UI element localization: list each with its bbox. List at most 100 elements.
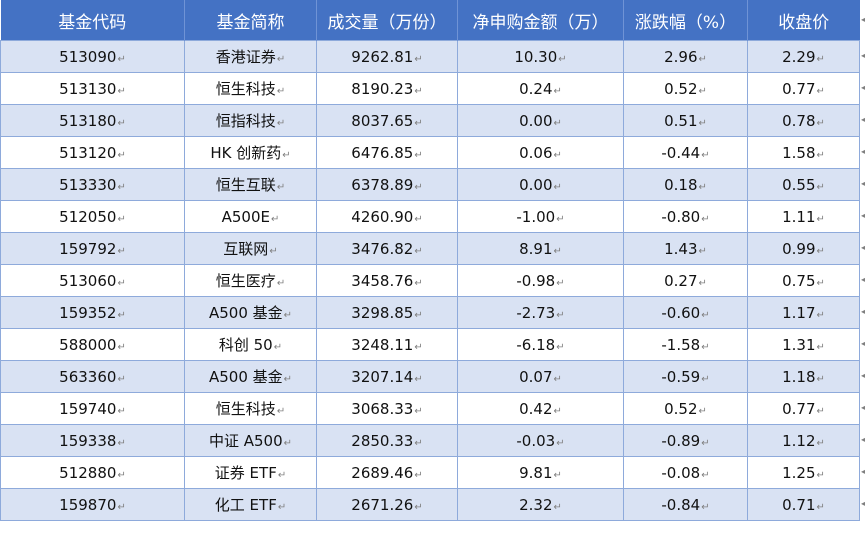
paragraph-mark-icon: ↵ bbox=[276, 118, 286, 129]
cell-text: 0.78 bbox=[782, 111, 816, 130]
cell-fund-name: A500 基金↵ bbox=[184, 296, 317, 329]
row-end-mark-icon: ◂ bbox=[861, 147, 865, 156]
cell-text: 3476.82 bbox=[351, 239, 414, 258]
paragraph-mark-icon: ↵ bbox=[117, 373, 126, 385]
table-row: 513180↵ 恒指科技↵ 8037.65↵ 0.00↵ 0.51↵ 0.78↵ bbox=[0, 104, 860, 137]
row-end-mark-icon: ◂ bbox=[861, 467, 865, 476]
cell-text: 159792 bbox=[59, 239, 117, 258]
cell-change-pct: -0.80↵ bbox=[623, 200, 748, 233]
paragraph-mark-icon: ↵ bbox=[816, 181, 825, 193]
cell-net-subscription: -6.18↵ bbox=[457, 328, 624, 361]
paragraph-mark-icon: ↵ bbox=[277, 470, 287, 481]
paragraph-mark-icon: ↵ bbox=[698, 245, 707, 257]
cell-volume: 6378.89↵ bbox=[316, 168, 458, 201]
cell-text: 513090 bbox=[59, 47, 117, 66]
cell-close-price: 1.11↵ bbox=[747, 200, 860, 233]
paragraph-mark-icon: ↵ bbox=[558, 53, 567, 65]
paragraph-mark-icon: ↵ bbox=[414, 469, 423, 481]
paragraph-mark-icon: ↵ bbox=[816, 245, 825, 257]
cell-text: 香港证券 bbox=[215, 48, 276, 66]
cell-text: 0.75 bbox=[782, 271, 816, 290]
table-row: 159338↵ 中证 A500↵ 2850.33↵ -0.03↵ -0.89↵ 1.12↵ bbox=[0, 424, 860, 457]
paragraph-mark-icon: ↵ bbox=[283, 310, 293, 321]
cell-net-subscription: 9.81↵ bbox=[457, 456, 624, 489]
paragraph-mark-icon: ↵ bbox=[414, 213, 423, 225]
paragraph-mark-icon: ↵ bbox=[117, 213, 126, 225]
cell-volume: 8037.65↵ bbox=[316, 104, 458, 137]
cell-text: -0.89 bbox=[661, 431, 701, 450]
cell-volume: 2671.26↵ bbox=[316, 488, 458, 521]
cell-fund-name: 恒指科技↵ bbox=[184, 104, 317, 137]
table-row: 513330↵ 恒生互联↵ 6378.89↵ 0.00↵ 0.18↵ 0.55↵ bbox=[0, 168, 860, 201]
paragraph-mark-icon: ↵ bbox=[698, 405, 707, 417]
paragraph-mark-icon: ↵ bbox=[553, 117, 562, 129]
paragraph-mark-icon: ↵ bbox=[701, 309, 710, 321]
cell-change-pct: 2.96↵ bbox=[623, 40, 748, 73]
cell-fund-code: 513090↵ bbox=[0, 40, 185, 73]
paragraph-mark-icon: ↵ bbox=[276, 54, 286, 65]
cell-text: 0.00 bbox=[519, 175, 553, 194]
table-row: 513060↵ 恒生医疗↵ 3458.76↵ -0.98↵ 0.27↵ 0.75↵ bbox=[0, 264, 860, 297]
cell-fund-name: 香港证券↵ bbox=[184, 40, 317, 73]
row-end-mark-icon: ◂ bbox=[861, 115, 865, 124]
paragraph-mark-icon: ↵ bbox=[414, 117, 423, 129]
cell-text: 1.12 bbox=[782, 431, 816, 450]
cell-text: 513120 bbox=[59, 143, 117, 162]
paragraph-mark-icon: ↵ bbox=[698, 277, 707, 289]
cell-text: 9262.81 bbox=[351, 47, 414, 66]
cell-text: 恒生医疗 bbox=[215, 272, 276, 290]
cell-close-price: 1.17↵ bbox=[747, 296, 860, 329]
paragraph-mark-icon: ↵ bbox=[816, 117, 825, 129]
cell-text: 0.06 bbox=[519, 143, 553, 162]
cell-close-price: 0.77↵ bbox=[747, 392, 860, 425]
cell-fund-code: 512050↵ bbox=[0, 200, 185, 233]
table-row: 159870↵ 化工 ETF↵ 2671.26↵ 2.32↵ -0.84↵ 0.71↵ bbox=[0, 488, 860, 521]
paragraph-mark-icon: ↵ bbox=[414, 437, 423, 449]
cell-text: 8037.65 bbox=[351, 111, 414, 130]
cell-text: 0.52 bbox=[664, 79, 698, 98]
paragraph-mark-icon: ↵ bbox=[117, 181, 126, 193]
cell-fund-name: 中证 A500↵ bbox=[184, 424, 317, 457]
cell-volume: 9262.81↵ bbox=[316, 40, 458, 73]
cell-volume: 8190.23↵ bbox=[316, 72, 458, 105]
cell-text: 1.43 bbox=[664, 239, 698, 258]
row-end-mark-icon: ◂ bbox=[861, 211, 865, 220]
cell-text: -2.73 bbox=[516, 303, 556, 322]
cell-volume: 4260.90↵ bbox=[316, 200, 458, 233]
cell-text: 2.32 bbox=[519, 495, 553, 514]
paragraph-mark-icon: ↵ bbox=[816, 469, 825, 481]
row-end-mark-icon: ◂ bbox=[861, 83, 865, 92]
header-fund-code: 基金代码 bbox=[0, 0, 185, 41]
cell-text: -1.00 bbox=[516, 207, 556, 226]
cell-text: -6.18 bbox=[516, 335, 556, 354]
paragraph-mark-icon: ↵ bbox=[556, 213, 565, 225]
cell-change-pct: 0.52↵ bbox=[623, 72, 748, 105]
paragraph-mark-icon: ↵ bbox=[698, 181, 707, 193]
cell-text: 513130 bbox=[59, 79, 117, 98]
paragraph-mark-icon: ↵ bbox=[701, 501, 710, 513]
cell-fund-code: 513130↵ bbox=[0, 72, 185, 105]
cell-text: 2689.46 bbox=[351, 463, 414, 482]
cell-text: 513060 bbox=[59, 271, 117, 290]
cell-text: 1.18 bbox=[782, 367, 816, 386]
cell-text: 0.51 bbox=[664, 111, 698, 130]
paragraph-mark-icon: ↵ bbox=[414, 309, 423, 321]
cell-text: 0.77 bbox=[782, 399, 816, 418]
cell-close-price: 0.55↵ bbox=[747, 168, 860, 201]
cell-net-subscription: -1.00↵ bbox=[457, 200, 624, 233]
cell-text: -1.58 bbox=[661, 335, 701, 354]
cell-fund-code: 159792↵ bbox=[0, 232, 185, 265]
cell-text: 2.29 bbox=[782, 47, 816, 66]
cell-text: 1.25 bbox=[782, 463, 816, 482]
header-row: 基金代码 基金简称 成交量（万份） 净申购金额（万） 涨跌幅（%） 收盘价 bbox=[0, 0, 860, 41]
paragraph-mark-icon: ↵ bbox=[816, 341, 825, 353]
row-end-mark-icon: ◂ bbox=[861, 371, 865, 380]
paragraph-mark-icon: ↵ bbox=[701, 341, 710, 353]
cell-text: 1.31 bbox=[782, 335, 816, 354]
paragraph-mark-icon: ↵ bbox=[277, 502, 287, 513]
cell-fund-name: 科创 50↵ bbox=[184, 328, 317, 361]
cell-text: -0.60 bbox=[661, 303, 701, 322]
paragraph-mark-icon: ↵ bbox=[276, 406, 286, 417]
cell-text: 1.11 bbox=[782, 207, 816, 226]
cell-text: -0.03 bbox=[516, 431, 556, 450]
